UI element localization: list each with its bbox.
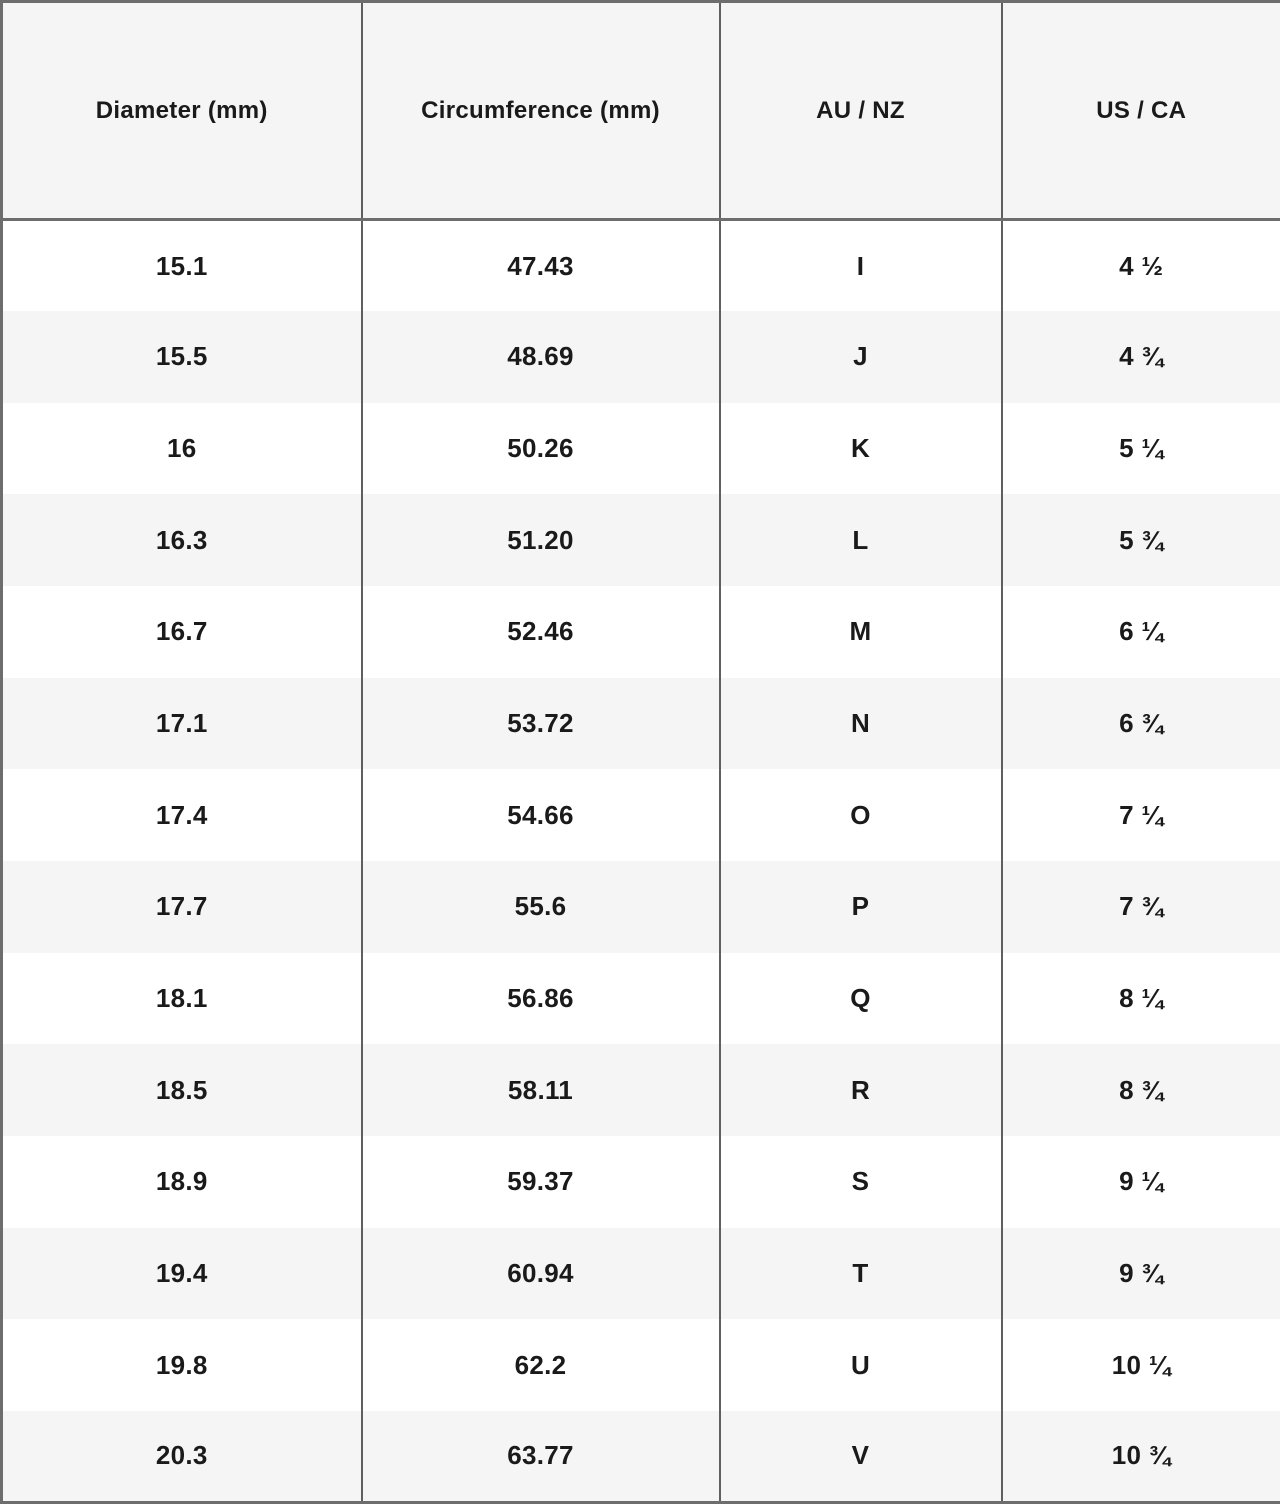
- cell-us-ca: 10 ¾: [1000, 1410, 1280, 1503]
- cell-circumference: 47.43: [360, 219, 720, 312]
- cell-us-ca: 7 ¾: [1000, 860, 1280, 953]
- cell-au-nz: M: [718, 586, 1002, 678]
- cell-us-ca: 8 ¾: [1000, 1044, 1280, 1136]
- cell-us-ca: 5 ¼: [1000, 402, 1280, 495]
- cell-au-nz: U: [718, 1319, 1002, 1411]
- cell-au-nz: K: [718, 402, 1002, 495]
- table-row: 16.3 51.20 L 5 ¾: [1, 494, 1280, 587]
- cell-diameter: 17.4: [155, 799, 208, 830]
- cell-circumference: 62.2: [360, 1319, 720, 1411]
- cell-circumference: 48.69: [360, 311, 720, 403]
- cell-au-nz: O: [718, 769, 1002, 861]
- cell-au-nz: L: [718, 494, 1002, 587]
- table-row: 16.7 52.46 M 6 ¼: [1, 586, 1280, 678]
- table-row: 18.5 58.11 R 8 ¾: [1, 1044, 1280, 1136]
- column-header-us-ca: US / CA: [1000, 1, 1280, 221]
- cell-circumference: 63.77: [360, 1410, 720, 1503]
- cell-us-ca: 10 ¼: [1000, 1319, 1280, 1411]
- cell-diameter: 18.1: [155, 982, 208, 1013]
- cell-us-ca: 4 ½: [1000, 219, 1280, 312]
- cell-circumference: 55.6: [360, 860, 720, 953]
- cell-us-ca: 8 ¼: [1000, 952, 1280, 1045]
- cell-us-ca: 9 ¾: [1000, 1227, 1280, 1320]
- column-header-au-nz: AU / NZ: [718, 1, 1002, 221]
- table-row: 17.4 54.66 O 7 ¼: [1, 769, 1280, 861]
- cell-diameter: 16.3: [155, 524, 208, 555]
- cell-diameter: 15.1: [155, 250, 208, 281]
- column-header-circumference: Circumference (mm): [360, 1, 720, 221]
- cell-circumference: 58.11: [360, 1044, 720, 1136]
- table-row: 16 50.26 K 5 ¼: [1, 402, 1280, 495]
- cell-circumference: 60.94: [360, 1227, 720, 1320]
- cell-circumference: 59.37: [360, 1135, 720, 1228]
- cell-circumference: 52.46: [360, 586, 720, 678]
- cell-au-nz: T: [718, 1227, 1002, 1320]
- cell-au-nz: N: [718, 677, 1002, 770]
- table-row: 18.9 59.37 S 9 ¼: [1, 1135, 1280, 1228]
- cell-circumference: 56.86: [360, 952, 720, 1045]
- table-row: 15.1 47.43 I 4 ½: [1, 219, 1280, 312]
- cell-au-nz: P: [718, 860, 1002, 953]
- cell-au-nz: J: [718, 311, 1002, 403]
- cell-au-nz: I: [718, 219, 1002, 312]
- cell-us-ca: 4 ¾: [1000, 311, 1280, 403]
- table-row: 18.1 56.86 Q 8 ¼: [1, 952, 1280, 1045]
- cell-circumference: 54.66: [360, 769, 720, 861]
- cell-us-ca: 5 ¾: [1000, 494, 1280, 587]
- table-row: 19.4 60.94 T 9 ¾: [1, 1227, 1280, 1320]
- cell-us-ca: 6 ¾: [1000, 677, 1280, 770]
- column-header-diameter: Diameter (mm): [1, 1, 362, 221]
- cell-us-ca: 6 ¼: [1000, 586, 1280, 678]
- cell-circumference: 53.72: [360, 677, 720, 770]
- table-row: 17.1 53.72 N 6 ¾: [1, 677, 1280, 770]
- cell-diameter: 18.9: [155, 1166, 208, 1197]
- table-row: 20.3 63.77 V 10 ¾: [1, 1410, 1280, 1503]
- cell-au-nz: S: [718, 1135, 1002, 1228]
- table-row: 19.8 62.2 U 10 ¼: [1, 1319, 1280, 1411]
- cell-diameter: 15.5: [155, 341, 208, 372]
- cell-diameter: 16.7: [155, 616, 208, 647]
- cell-us-ca: 9 ¼: [1000, 1135, 1280, 1228]
- cell-diameter: 20.3: [155, 1440, 208, 1471]
- table-row: 17.7 55.6 P 7 ¾: [1, 860, 1280, 953]
- cell-au-nz: Q: [718, 952, 1002, 1045]
- cell-diameter: 17.1: [155, 708, 208, 739]
- cell-diameter: 18.5: [155, 1074, 208, 1105]
- cell-au-nz: V: [718, 1410, 1002, 1503]
- cell-us-ca: 7 ¼: [1000, 769, 1280, 861]
- cell-diameter: 19.8: [155, 1349, 208, 1380]
- cell-diameter: 17.7: [155, 891, 208, 922]
- cell-au-nz: R: [718, 1044, 1002, 1136]
- table-row: 15.5 48.69 J 4 ¾: [1, 311, 1280, 403]
- header-row: Diameter (mm) Circumference (mm) AU / NZ US…: [1, 1, 1280, 221]
- cell-diameter: 19.4: [155, 1257, 208, 1288]
- cell-circumference: 50.26: [360, 402, 720, 495]
- table-body: 15.1 47.43 I 4 ½ 15.5 48.69 J 4 ¾ 16 50.…: [1, 219, 1280, 1503]
- cell-circumference: 51.20: [360, 494, 720, 587]
- cell-diameter: 16: [166, 433, 197, 464]
